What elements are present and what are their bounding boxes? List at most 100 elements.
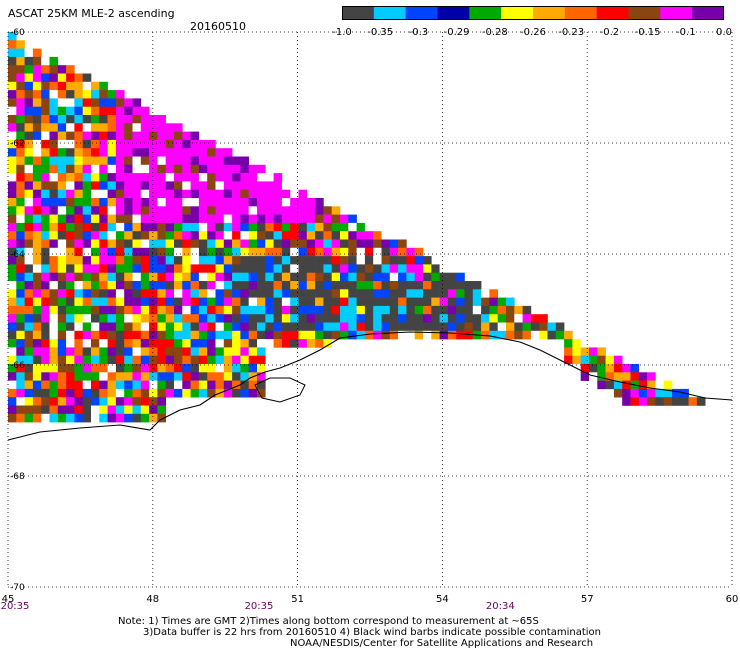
heatmap-cell bbox=[240, 247, 249, 257]
heatmap-cell bbox=[82, 156, 92, 166]
heatmap-cell bbox=[149, 413, 158, 423]
heatmap-cell bbox=[107, 156, 117, 166]
heatmap-cell bbox=[91, 247, 100, 257]
heatmap-cell bbox=[281, 198, 291, 207]
heatmap-cell bbox=[182, 256, 191, 265]
heatmap-cell bbox=[74, 330, 83, 340]
x-tick-label: 45 bbox=[2, 594, 15, 605]
heatmap-cell bbox=[41, 256, 50, 265]
heatmap-cell bbox=[182, 247, 191, 257]
heatmap-cell bbox=[240, 347, 249, 356]
heatmap-cell bbox=[248, 388, 258, 398]
heatmap-cell bbox=[232, 297, 241, 307]
heatmap-cell bbox=[124, 413, 133, 423]
heatmap-cell bbox=[323, 206, 332, 215]
heatmap-cell bbox=[82, 364, 92, 373]
heatmap-cell bbox=[356, 247, 366, 257]
heatmap-cell bbox=[281, 256, 291, 265]
heatmap-cell bbox=[215, 355, 225, 365]
heatmap-cell bbox=[248, 289, 258, 298]
heatmap-cell bbox=[182, 222, 191, 232]
heatmap-cell bbox=[57, 339, 67, 348]
colorbar-tick-label: -0.28 bbox=[481, 27, 508, 38]
heatmap-cell bbox=[506, 330, 515, 340]
heatmap-cell bbox=[182, 148, 191, 157]
heatmap-cell bbox=[99, 173, 108, 182]
heatmap-cell bbox=[182, 131, 191, 141]
heatmap-cell bbox=[331, 222, 341, 232]
heatmap-cell bbox=[514, 314, 523, 323]
heatmap-cell bbox=[8, 90, 17, 99]
heatmap-cell bbox=[290, 289, 299, 298]
heatmap-cell bbox=[24, 364, 34, 373]
heatmap-cell bbox=[182, 239, 191, 249]
heatmap-cell bbox=[32, 272, 42, 282]
heatmap-cell bbox=[140, 247, 150, 257]
heatmap-cell bbox=[248, 214, 258, 224]
heatmap-cell bbox=[41, 355, 50, 365]
heatmap-cell bbox=[356, 222, 366, 232]
heatmap-cell bbox=[489, 314, 498, 323]
heatmap-cell bbox=[32, 156, 42, 166]
heatmap-cell bbox=[16, 272, 25, 282]
heatmap-cell bbox=[232, 239, 241, 249]
heatmap-cell bbox=[240, 305, 249, 315]
heatmap-cell bbox=[547, 322, 557, 332]
heatmap-cell bbox=[431, 264, 440, 273]
heatmap-cell bbox=[323, 305, 332, 315]
heatmap-cell bbox=[107, 397, 117, 406]
heatmap-cell bbox=[132, 364, 142, 373]
heatmap-cell bbox=[265, 222, 274, 232]
heatmap-cell bbox=[257, 189, 266, 199]
heatmap-cell bbox=[157, 164, 166, 174]
heatmap-cell bbox=[257, 339, 266, 348]
heatmap-cell bbox=[223, 239, 233, 249]
heatmap-cell bbox=[8, 206, 17, 215]
heatmap-cell bbox=[32, 247, 42, 257]
heatmap-cell bbox=[190, 322, 200, 332]
heatmap-cell bbox=[66, 372, 75, 381]
heatmap-cell bbox=[174, 347, 183, 356]
heatmap-cell bbox=[115, 181, 125, 190]
heatmap-cell bbox=[182, 264, 191, 273]
heatmap-cell bbox=[91, 297, 100, 307]
heatmap-cell bbox=[16, 297, 25, 307]
heatmap-cell bbox=[74, 115, 83, 124]
heatmap-cell bbox=[8, 181, 17, 190]
heatmap-cell bbox=[597, 372, 606, 381]
heatmap-cell bbox=[605, 364, 615, 373]
heatmap-cell bbox=[456, 272, 465, 282]
heatmap-cell bbox=[298, 314, 308, 323]
heatmap-cell bbox=[215, 272, 225, 282]
heatmap-cell bbox=[223, 388, 233, 398]
heatmap-cell bbox=[298, 247, 308, 257]
heatmap-cell bbox=[57, 139, 67, 149]
heatmap-cell bbox=[115, 364, 125, 373]
heatmap-cell bbox=[240, 355, 249, 365]
heatmap-cell bbox=[232, 256, 241, 265]
heatmap-cell bbox=[99, 189, 108, 199]
heatmap-cell bbox=[140, 339, 150, 348]
heatmap-cell bbox=[489, 305, 498, 315]
heatmap-cell bbox=[107, 372, 117, 381]
heatmap-cell bbox=[66, 81, 75, 91]
heatmap-cell bbox=[149, 198, 158, 207]
heatmap-cell bbox=[91, 139, 100, 149]
heatmap-cell bbox=[315, 214, 324, 224]
heatmap-cell bbox=[281, 264, 291, 273]
heatmap-cell bbox=[115, 148, 125, 157]
heatmap-cell bbox=[331, 289, 341, 298]
heatmap-cell bbox=[215, 264, 225, 273]
heatmap-cell bbox=[16, 73, 25, 83]
heatmap-cell bbox=[8, 239, 17, 249]
heatmap-cell bbox=[99, 123, 108, 132]
heatmap-cell bbox=[281, 222, 291, 232]
heatmap-cell bbox=[580, 372, 590, 381]
heatmap-cell bbox=[140, 164, 150, 174]
heatmap-cell bbox=[373, 247, 382, 257]
heatmap-cell bbox=[66, 314, 75, 323]
heatmap-cell bbox=[8, 222, 17, 232]
heatmap-cell bbox=[157, 380, 166, 390]
heatmap-cell bbox=[132, 330, 142, 340]
heatmap-cell bbox=[140, 239, 150, 249]
